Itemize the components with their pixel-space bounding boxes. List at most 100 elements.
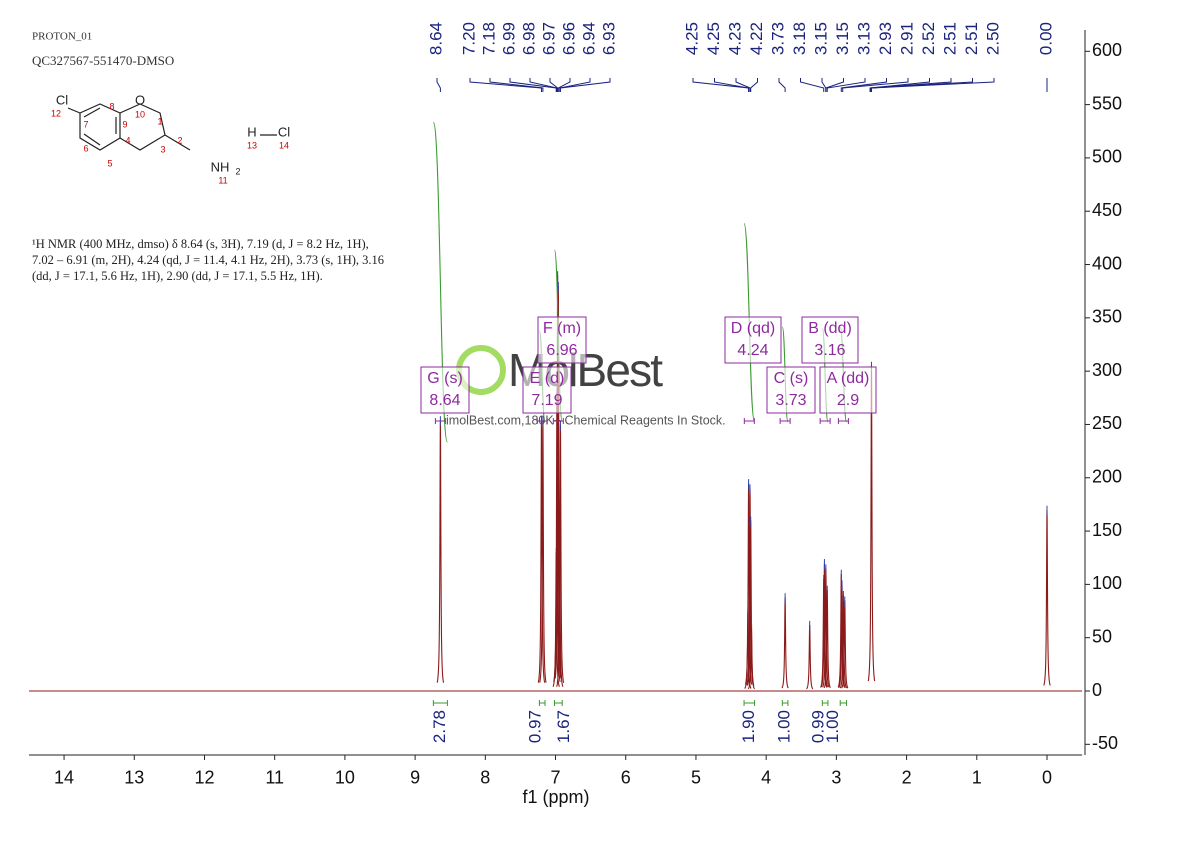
atom-label: 12	[51, 108, 61, 118]
y-tick-label: 0	[1092, 680, 1102, 700]
peak-connector	[778, 78, 786, 92]
x-tick-label: 0	[1042, 768, 1052, 788]
x-tick-label: 9	[410, 768, 420, 788]
multiplet-box	[724, 316, 782, 364]
peak-label: 3.15	[833, 22, 852, 55]
peak-label: 4.22	[747, 22, 766, 55]
atom-label: 2	[177, 135, 182, 145]
multiplet-box	[819, 366, 877, 414]
peak-label: 7.20	[459, 22, 478, 55]
peak-label: 6.97	[539, 22, 558, 55]
peak-connector	[469, 78, 542, 92]
peak-connector	[436, 78, 441, 92]
integral-bracket	[538, 700, 546, 706]
y-tick-label: 350	[1092, 307, 1122, 327]
peak-connector	[559, 78, 611, 92]
multiplet-label: F (m)	[543, 320, 581, 337]
peak-label: 6.96	[559, 22, 578, 55]
atom-label: 6	[83, 143, 88, 153]
peak-connector	[529, 78, 558, 92]
experiment-name: PROTON_01	[32, 31, 92, 43]
multiplet-label: B (dd)	[808, 320, 852, 337]
peak-connector	[549, 78, 559, 92]
peak-label: 2.51	[962, 22, 981, 55]
peak-connector	[842, 78, 909, 92]
peak-connector	[870, 78, 973, 92]
integral-bracket	[781, 700, 789, 706]
integral-bracket	[432, 700, 448, 706]
x-tick-label: 12	[194, 768, 214, 788]
peak-connector	[840, 78, 887, 92]
integral-label: 1.90	[739, 710, 758, 743]
peak-label: 4.25	[704, 22, 723, 55]
atom-label: 10	[135, 109, 145, 119]
atom-label: H	[247, 124, 256, 139]
peak-connector	[557, 78, 571, 92]
peak-label: 6.94	[579, 22, 598, 55]
nmr-description: ¹H NMR (400 MHz, dmso) δ 8.64 (s, 3H), 7…	[32, 237, 385, 283]
multiplet-shift: 6.96	[546, 342, 577, 359]
y-tick-label: 150	[1092, 520, 1122, 540]
atom-label: 2	[235, 166, 240, 176]
y-tick-label: 400	[1092, 253, 1122, 273]
multiplet-range	[779, 418, 791, 424]
multiplet-range	[434, 418, 446, 424]
peak-connector	[714, 78, 750, 92]
peak-label: 6.98	[519, 22, 538, 55]
multiplet-shift: 2.9	[837, 392, 859, 409]
peak-label: 8.64	[426, 22, 445, 55]
atom-label: 4	[125, 135, 130, 145]
x-tick-label: 3	[831, 768, 841, 788]
y-tick-label: -50	[1092, 733, 1118, 753]
multiplet-box	[522, 366, 572, 414]
x-tick-label: 13	[124, 768, 144, 788]
peak-label: 4.25	[682, 22, 701, 55]
atom-label: 11	[218, 175, 227, 185]
multiplet-shift: 4.24	[737, 342, 768, 359]
integral-label: 0.99	[809, 710, 828, 743]
x-tick-label: 10	[335, 768, 355, 788]
peak-label: 2.52	[919, 22, 938, 55]
atom-label: 1	[157, 116, 162, 126]
y-tick-label: 500	[1092, 147, 1122, 167]
multiplet-range	[819, 418, 831, 424]
x-tick-label: 7	[551, 768, 561, 788]
atom-label: NH	[211, 159, 230, 174]
peak-connector	[869, 78, 930, 92]
multiplet-range	[743, 418, 755, 424]
atom-label: 13	[247, 140, 257, 150]
multiplet-range	[536, 418, 548, 424]
x-tick-label: 6	[621, 768, 631, 788]
y-tick-label: 200	[1092, 467, 1122, 487]
multiplet-box	[537, 316, 587, 364]
integral-bracket	[821, 700, 829, 706]
x-tick-label: 8	[480, 768, 490, 788]
peak-label: 6.93	[599, 22, 618, 55]
multiplet-box	[420, 366, 470, 414]
peak-connector	[489, 78, 544, 92]
integral-label: 1.00	[823, 710, 842, 743]
peak-label: 3.73	[768, 22, 787, 55]
y-tick-label: 50	[1092, 626, 1112, 646]
y-tick-label: 100	[1092, 573, 1122, 593]
integral-bracket	[839, 700, 848, 706]
integral-label: 2.78	[430, 710, 449, 743]
multiplet-shift: 3.16	[814, 342, 845, 359]
atom-label: 9	[122, 119, 127, 129]
multiplet-label: G (s)	[427, 370, 463, 387]
peak-connector	[509, 78, 557, 92]
peak-label: 3.18	[790, 22, 809, 55]
multiplet-range	[552, 418, 564, 424]
peak-connector	[750, 78, 758, 92]
y-tick-label: 600	[1092, 40, 1122, 60]
peak-connector	[692, 78, 750, 92]
multiplet-box	[801, 316, 859, 364]
atom-label: 7	[83, 119, 88, 129]
atom-label: 8	[109, 101, 114, 111]
atom-label: Cl	[278, 124, 290, 139]
peak-connector	[559, 78, 591, 92]
y-tick-label: 550	[1092, 93, 1122, 113]
atom-label: O	[135, 92, 145, 107]
